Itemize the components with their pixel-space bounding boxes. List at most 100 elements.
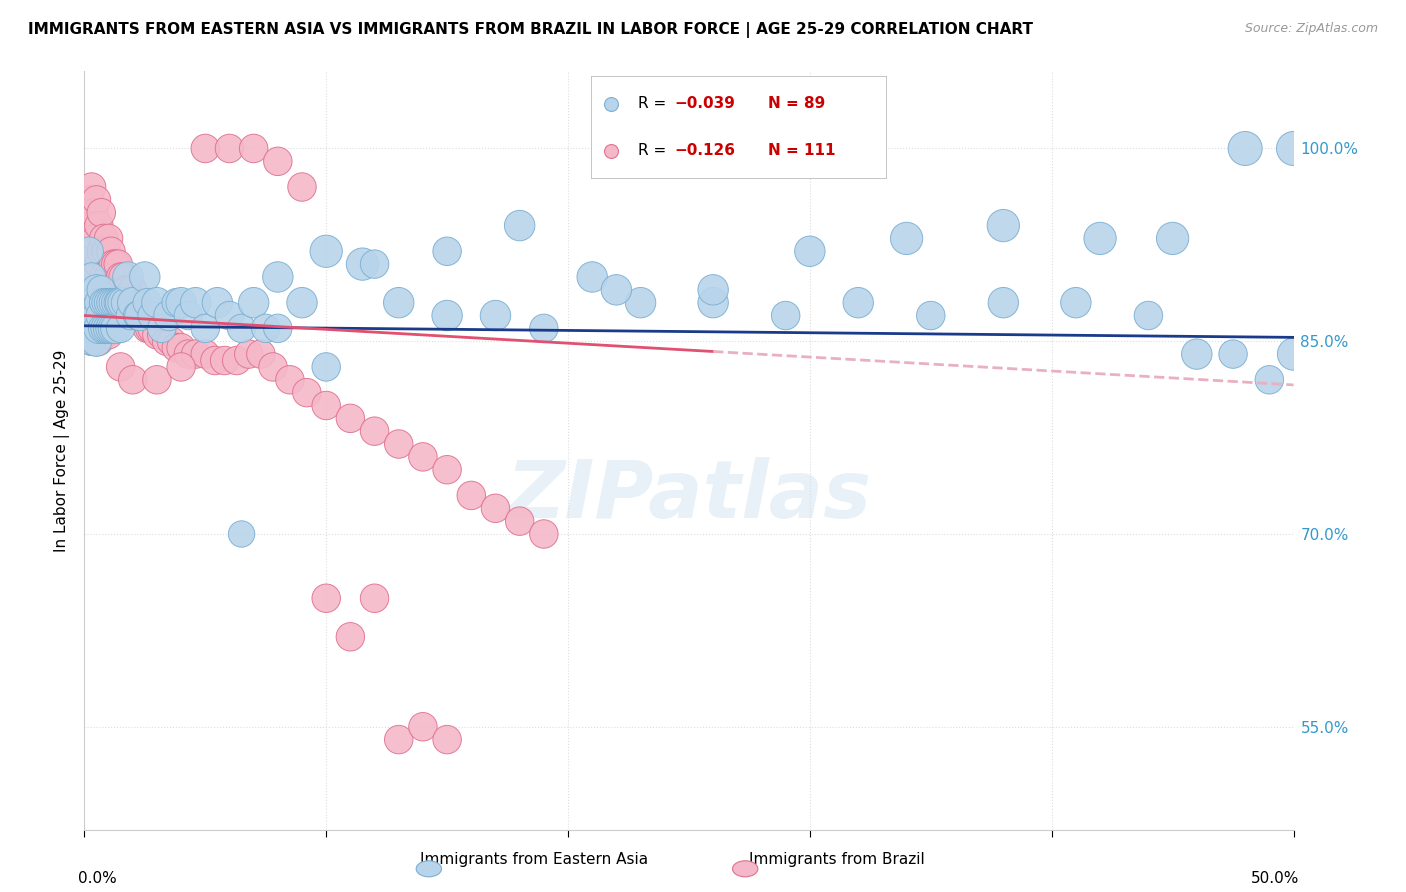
Point	[110, 309, 132, 323]
Point	[315, 359, 337, 374]
Point	[388, 732, 411, 747]
Point	[90, 321, 112, 335]
Point	[86, 231, 108, 245]
Point	[94, 295, 117, 310]
Point	[112, 295, 135, 310]
Point	[155, 334, 177, 349]
Point	[630, 295, 652, 310]
Point	[412, 450, 434, 464]
Point	[1282, 141, 1305, 155]
Point	[157, 309, 180, 323]
Point	[134, 309, 156, 323]
Point	[1222, 347, 1244, 361]
Point	[484, 309, 506, 323]
Point	[1137, 309, 1160, 323]
Point	[103, 257, 125, 271]
Point	[141, 309, 163, 323]
Point	[80, 180, 103, 194]
Point	[231, 527, 253, 541]
Point	[86, 193, 108, 207]
Point	[110, 295, 132, 310]
Point	[77, 321, 100, 335]
Point	[94, 321, 117, 335]
Point	[86, 270, 108, 285]
Point	[87, 295, 110, 310]
Point	[291, 295, 314, 310]
Text: Source: ZipAtlas.com: Source: ZipAtlas.com	[1244, 22, 1378, 36]
Point	[120, 295, 142, 310]
Point	[267, 321, 290, 335]
Point	[76, 295, 98, 310]
Point	[134, 270, 156, 285]
Point	[83, 295, 105, 310]
Point	[87, 321, 110, 335]
Point	[1064, 295, 1087, 310]
Y-axis label: In Labor Force | Age 25-29: In Labor Force | Age 25-29	[55, 350, 70, 551]
Point	[702, 295, 724, 310]
Point	[120, 309, 142, 323]
Point	[129, 309, 152, 323]
Text: −0.126: −0.126	[675, 144, 735, 158]
Point	[775, 309, 797, 323]
Point	[112, 270, 135, 285]
Point	[76, 295, 98, 310]
Point	[100, 244, 122, 259]
Point	[87, 257, 110, 271]
Point	[103, 321, 125, 335]
Point	[90, 283, 112, 297]
Point	[100, 283, 122, 297]
Point	[242, 141, 264, 155]
Point	[194, 141, 217, 155]
Text: ZIPatlas: ZIPatlas	[506, 457, 872, 535]
Text: N = 111: N = 111	[768, 144, 835, 158]
Point	[141, 321, 163, 335]
Point	[121, 295, 143, 310]
Text: −0.039: −0.039	[675, 96, 735, 111]
Point	[86, 334, 108, 349]
Point	[97, 327, 120, 342]
Point	[86, 309, 108, 323]
Point	[238, 347, 260, 361]
Point	[90, 244, 112, 259]
Point	[80, 219, 103, 233]
Point	[97, 231, 120, 245]
Point	[87, 219, 110, 233]
Point	[104, 295, 127, 310]
Point	[131, 309, 153, 323]
Point	[94, 244, 117, 259]
Point	[80, 295, 103, 310]
Point	[1258, 373, 1281, 387]
Point	[104, 257, 127, 271]
Point	[363, 424, 385, 438]
Point	[250, 347, 273, 361]
Point	[799, 244, 821, 259]
Point	[93, 327, 115, 342]
Point	[993, 295, 1015, 310]
Text: R =: R =	[638, 96, 671, 111]
Point	[138, 321, 160, 335]
Point	[218, 309, 240, 323]
Point	[160, 334, 183, 349]
Point	[124, 295, 146, 310]
Point	[204, 353, 226, 368]
Point	[207, 295, 229, 310]
Point	[94, 321, 117, 335]
Point	[93, 321, 115, 335]
Point	[170, 341, 193, 355]
Point	[702, 283, 724, 297]
Point	[194, 321, 217, 335]
Point	[170, 295, 193, 310]
Point	[184, 347, 207, 361]
Text: Immigrants from Eastern Asia: Immigrants from Eastern Asia	[420, 852, 648, 867]
Point	[412, 720, 434, 734]
Point	[363, 591, 385, 606]
Point	[86, 309, 108, 323]
Point	[107, 295, 129, 310]
Point	[295, 385, 318, 400]
Point	[315, 591, 337, 606]
Point	[80, 334, 103, 349]
Point	[121, 283, 143, 297]
Point	[114, 295, 136, 310]
Point	[920, 309, 942, 323]
Point	[896, 231, 918, 245]
